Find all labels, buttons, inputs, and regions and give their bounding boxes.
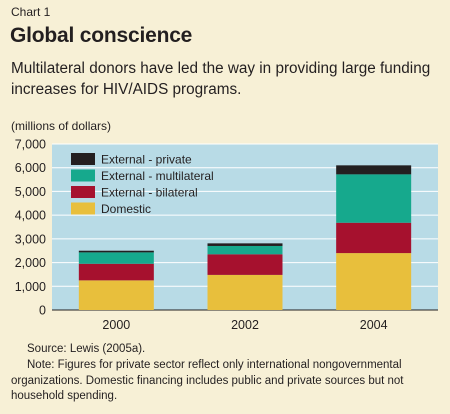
bar-segment bbox=[78, 263, 154, 281]
bar-segment bbox=[336, 174, 412, 223]
y-tick-label: 2,000 bbox=[15, 256, 46, 270]
legend-swatch bbox=[71, 202, 95, 215]
x-tick-label: 2004 bbox=[360, 318, 388, 332]
y-tick-label: 6,000 bbox=[15, 161, 46, 175]
x-tick-labels: 2000 2002 2004 bbox=[102, 318, 387, 332]
x-tick-label: 2000 bbox=[102, 318, 130, 332]
bar-segment bbox=[336, 253, 412, 310]
chart-title: Global conscience bbox=[10, 24, 193, 47]
chart-subtitle: Multilateral donors have led the way in … bbox=[11, 60, 431, 98]
bar-segment bbox=[78, 250, 154, 253]
y-tick-label: 4,000 bbox=[15, 209, 46, 223]
y-axis-label: (millions of dollars) bbox=[11, 119, 112, 133]
footnote: Note: Figures for private sector reflect… bbox=[11, 359, 404, 402]
legend-swatch bbox=[71, 169, 95, 182]
bar-segment bbox=[78, 252, 154, 264]
bars bbox=[78, 165, 412, 310]
bar-segment bbox=[336, 222, 412, 254]
legend-label: External - bilateral bbox=[101, 186, 198, 200]
legend-swatch bbox=[71, 153, 95, 165]
legend-label: External - multilateral bbox=[101, 169, 214, 183]
legend-swatch bbox=[71, 186, 95, 198]
y-tick-label: 3,000 bbox=[15, 232, 46, 246]
y-tick-label: 1,000 bbox=[15, 280, 46, 294]
chart-label: Chart 1 bbox=[11, 5, 51, 19]
stacked-bar-chart: 0 1,000 2,000 3,000 4,000 5,000 6,000 7,000 200… bbox=[15, 138, 438, 332]
bar-segment bbox=[207, 254, 283, 275]
bar-segment bbox=[207, 245, 283, 255]
legend-label: External - private bbox=[101, 153, 192, 167]
y-tick-label: 5,000 bbox=[15, 185, 46, 199]
y-tick-label: 7,000 bbox=[15, 138, 46, 152]
y-tick-labels: 0 1,000 2,000 3,000 4,000 5,000 6,000 7,000 bbox=[15, 138, 46, 318]
source-note: Source: Lewis (2005a). bbox=[27, 343, 146, 355]
bar-segment bbox=[78, 280, 154, 310]
legend: External - private External - multilatera… bbox=[71, 153, 214, 216]
bar-segment bbox=[207, 243, 283, 246]
y-tick-label: 0 bbox=[39, 304, 46, 318]
legend-label: Domestic bbox=[101, 202, 151, 216]
bar-segment bbox=[207, 274, 283, 310]
x-tick-label: 2002 bbox=[231, 318, 259, 332]
bar-segment bbox=[336, 165, 412, 175]
